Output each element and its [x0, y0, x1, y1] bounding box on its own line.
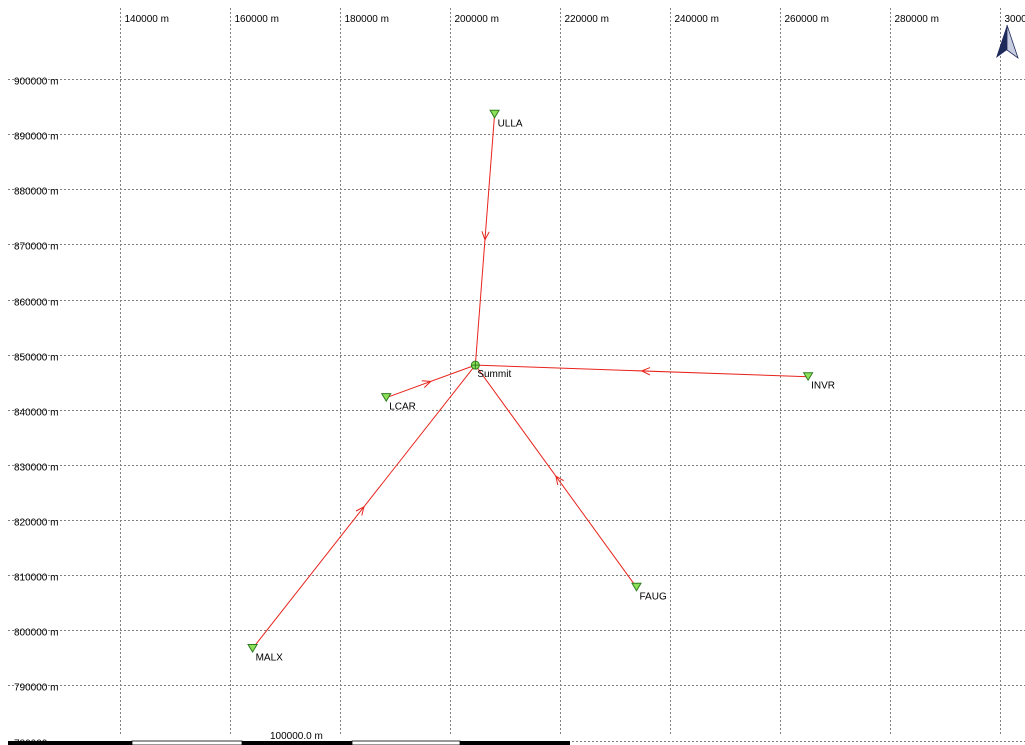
scale-bar: 100000.0 m — [8, 731, 570, 745]
summit-point[interactable]: Summit — [470, 360, 511, 380]
x-tick-label: 240000 m — [675, 14, 719, 25]
x-tick-label: 260000 m — [785, 14, 829, 25]
baseline-vectors — [252, 114, 809, 649]
grid-vertical-lines — [120, 8, 1001, 736]
y-tick-label: 880000 m — [14, 187, 58, 198]
station-label: LCAR — [389, 402, 416, 413]
y-tick-label: 800000 m — [14, 628, 58, 639]
x-tick-label: 160000 m — [235, 14, 279, 25]
station-triangle-icon — [631, 582, 642, 592]
station-triangle-icon — [489, 109, 500, 119]
station-triangle-icon — [247, 643, 258, 653]
scale-bar-segment-5 — [460, 741, 570, 745]
x-tick-label: 300000 m — [1005, 14, 1025, 25]
station-triangle-icon — [380, 393, 392, 403]
station-malx[interactable]: MALX — [247, 643, 284, 663]
y-tick-label: 890000 m — [14, 132, 58, 143]
station-label: MALX — [256, 652, 284, 663]
station-ulla[interactable]: ULLA — [489, 109, 523, 129]
scale-bar-label: 100000.0 m — [270, 731, 323, 742]
y-tick-label: 900000 m — [14, 77, 58, 88]
x-tick-label: 220000 m — [565, 14, 609, 25]
y-tick-label: 870000 m — [14, 242, 58, 253]
baseline-arrow-icon — [640, 367, 651, 376]
x-tick-label: 200000 m — [455, 14, 499, 25]
x-tick-label: 280000 m — [895, 14, 939, 25]
x-tick-label: 140000 m — [125, 14, 169, 25]
station-triangle-icon — [802, 372, 814, 382]
station-label: INVR — [811, 381, 835, 392]
scale-bar-segment-2 — [131, 740, 243, 745]
station-lcar[interactable]: LCAR — [380, 393, 416, 413]
grid-horizontal-lines — [8, 79, 1025, 742]
y-tick-label: 820000 m — [14, 518, 58, 529]
station-markers: ULLA INVR LCAR FAUG MALX — [247, 109, 835, 663]
scale-bar-segment-1 — [8, 741, 132, 745]
y-tick-label: 810000 m — [14, 573, 58, 584]
baseline-arrow-icon — [355, 505, 365, 516]
summit-label: Summit — [477, 369, 511, 380]
y-tick-label: 860000 m — [14, 298, 58, 309]
station-invr[interactable]: INVR — [802, 372, 835, 392]
y-tick-label: 830000 m — [14, 463, 58, 474]
north-arrow-icon — [996, 24, 1019, 60]
scale-bar-segment-4 — [351, 740, 461, 745]
x-axis-tick-labels: 140000 m 160000 m 180000 m 200000 m 220000 m… — [125, 14, 1025, 25]
station-label: FAUG — [640, 591, 667, 602]
scale-bar-segment-3 — [242, 741, 352, 745]
y-tick-label: 840000 m — [14, 408, 58, 419]
y-tick-label: 790000 m — [14, 683, 58, 694]
station-faug[interactable]: FAUG — [631, 582, 667, 602]
station-label: ULLA — [498, 118, 523, 129]
y-tick-label: 850000 m — [14, 353, 58, 364]
baseline-arrow-icon — [481, 231, 490, 241]
baseline-arrow-icon — [421, 380, 432, 389]
x-tick-label: 180000 m — [345, 14, 389, 25]
baseline-arrow-icon — [555, 475, 564, 486]
